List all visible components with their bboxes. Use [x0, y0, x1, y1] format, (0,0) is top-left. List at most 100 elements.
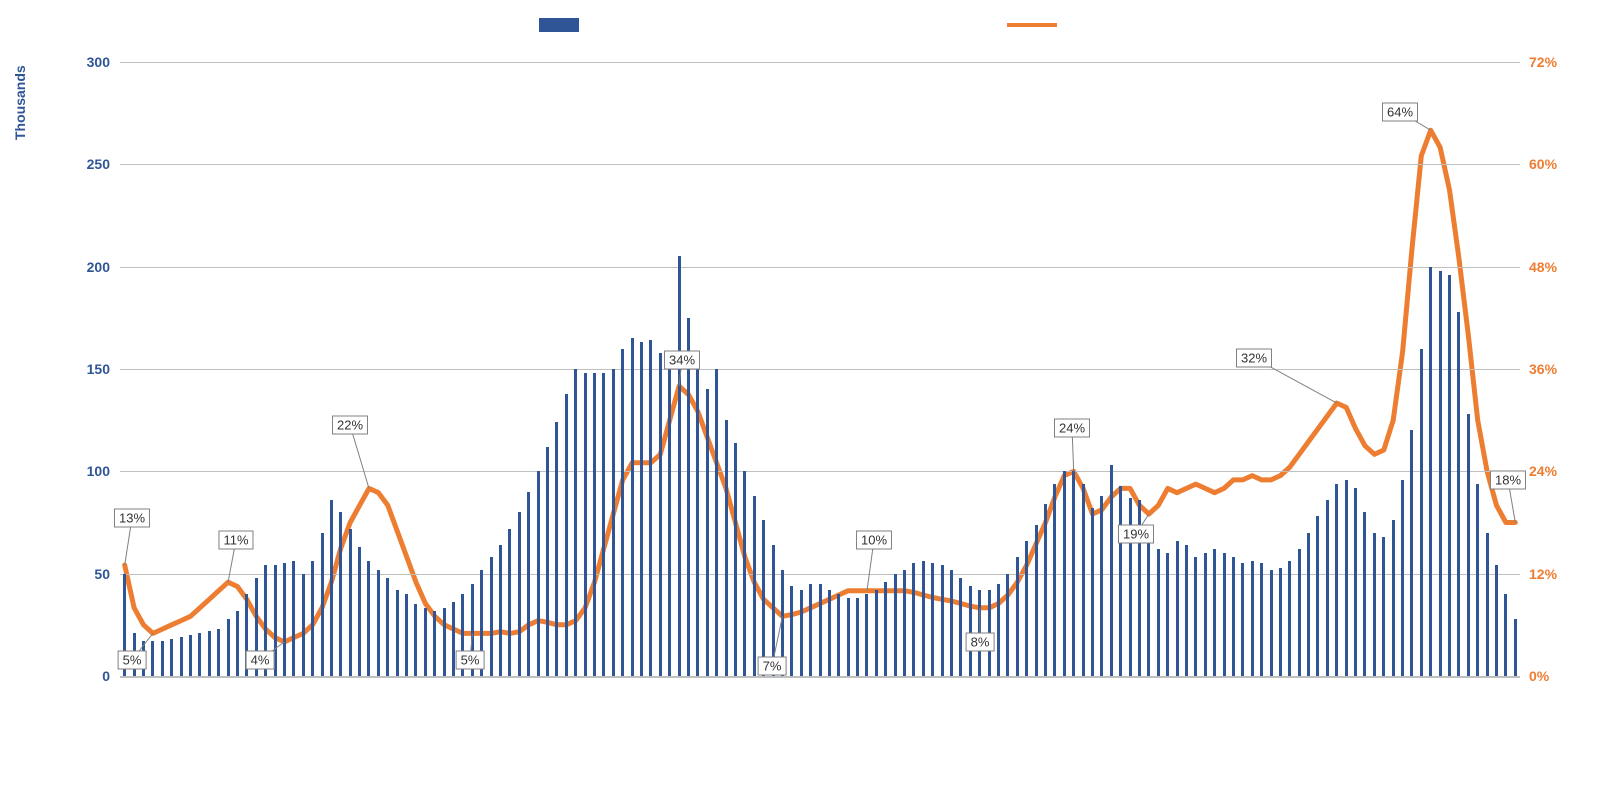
- y-tick-left: 250: [87, 156, 110, 172]
- bar: [1119, 486, 1122, 676]
- bar: [997, 584, 1000, 676]
- bar: [1495, 565, 1498, 676]
- y-tick-left: 50: [94, 566, 110, 582]
- bar: [170, 639, 173, 676]
- bar: [1373, 533, 1376, 676]
- bar: [828, 590, 831, 676]
- bar: [809, 584, 812, 676]
- bar: [283, 563, 286, 676]
- bar: [1194, 557, 1197, 676]
- bar: [1260, 563, 1263, 676]
- data-label: 22%: [332, 416, 368, 435]
- bar: [1345, 480, 1348, 676]
- bar: [321, 533, 324, 676]
- bar: [1025, 541, 1028, 676]
- bar: [1486, 533, 1489, 676]
- bar: [715, 369, 718, 676]
- data-label: 13%: [114, 509, 150, 528]
- y-tick-left: 100: [87, 463, 110, 479]
- bar: [1213, 549, 1216, 676]
- bar: [894, 574, 897, 676]
- gridline: [120, 471, 1520, 472]
- gridline: [120, 62, 1520, 63]
- bar: [1072, 471, 1075, 676]
- bar: [1147, 525, 1150, 676]
- bar: [1326, 500, 1329, 676]
- y-tick-right: 12%: [1529, 566, 1557, 582]
- y-tick-left: 0: [102, 668, 110, 684]
- bar: [386, 578, 389, 676]
- bar: [969, 586, 972, 676]
- bar: [941, 565, 944, 676]
- bar: [725, 420, 728, 676]
- data-label: 11%: [218, 531, 253, 550]
- bar: [1401, 480, 1404, 676]
- bar: [1382, 537, 1385, 676]
- bar: [443, 608, 446, 676]
- bar: [640, 342, 643, 676]
- bar: [1251, 561, 1254, 676]
- bar: [875, 590, 878, 676]
- bar: [1044, 504, 1047, 676]
- bar: [311, 561, 314, 676]
- data-label: 7%: [758, 657, 787, 676]
- bar: [1410, 430, 1413, 676]
- bar: [330, 500, 333, 676]
- bar: [1110, 465, 1113, 676]
- y-tick-right: 72%: [1529, 54, 1557, 70]
- bar: [584, 373, 587, 676]
- bar: [499, 545, 502, 676]
- bar: [198, 633, 201, 676]
- bar: [847, 598, 850, 676]
- bar: [1185, 545, 1188, 676]
- bar: [1514, 619, 1517, 676]
- bar: [180, 637, 183, 676]
- bar: [414, 604, 417, 676]
- bar: [1091, 508, 1094, 676]
- bar: [1476, 484, 1479, 676]
- chart-container: Thousands 0501001502002503000%12%24%36%4…: [0, 0, 1604, 800]
- bar: [302, 574, 305, 676]
- bar: [800, 590, 803, 676]
- y-tick-right: 0%: [1529, 668, 1549, 684]
- legend-item-line: [1007, 18, 1065, 32]
- bar: [668, 357, 671, 676]
- bar: [151, 641, 154, 676]
- bar: [1232, 557, 1235, 676]
- y-tick-right: 60%: [1529, 156, 1557, 172]
- y-tick-left: 200: [87, 259, 110, 275]
- bar: [950, 570, 953, 676]
- bar: [546, 447, 549, 676]
- data-label: 10%: [856, 531, 892, 550]
- bar: [743, 471, 746, 676]
- bar: [1176, 541, 1179, 676]
- legend: [0, 18, 1604, 32]
- data-label: 34%: [664, 351, 700, 370]
- data-label: 4%: [246, 651, 275, 670]
- bar: [1016, 557, 1019, 676]
- bar: [1223, 553, 1226, 676]
- bar: [856, 598, 859, 676]
- legend-item-bar: [539, 18, 587, 32]
- bar: [1335, 484, 1338, 676]
- bar: [189, 635, 192, 676]
- bar: [565, 394, 568, 676]
- bar: [349, 529, 352, 676]
- data-label: 19%: [1118, 525, 1154, 544]
- bar: [537, 471, 540, 676]
- bar: [1504, 594, 1507, 676]
- bar: [1288, 561, 1291, 676]
- gridline: [120, 369, 1520, 370]
- y-tick-right: 48%: [1529, 259, 1557, 275]
- bar: [1063, 471, 1066, 676]
- bar: [819, 584, 822, 676]
- bar: [837, 594, 840, 676]
- bar: [1100, 496, 1103, 676]
- bar: [706, 389, 709, 676]
- bar: [884, 582, 887, 676]
- bar: [1082, 484, 1085, 676]
- bar: [734, 443, 737, 676]
- bar: [931, 563, 934, 676]
- bar: [696, 359, 699, 676]
- bar: [1354, 488, 1357, 676]
